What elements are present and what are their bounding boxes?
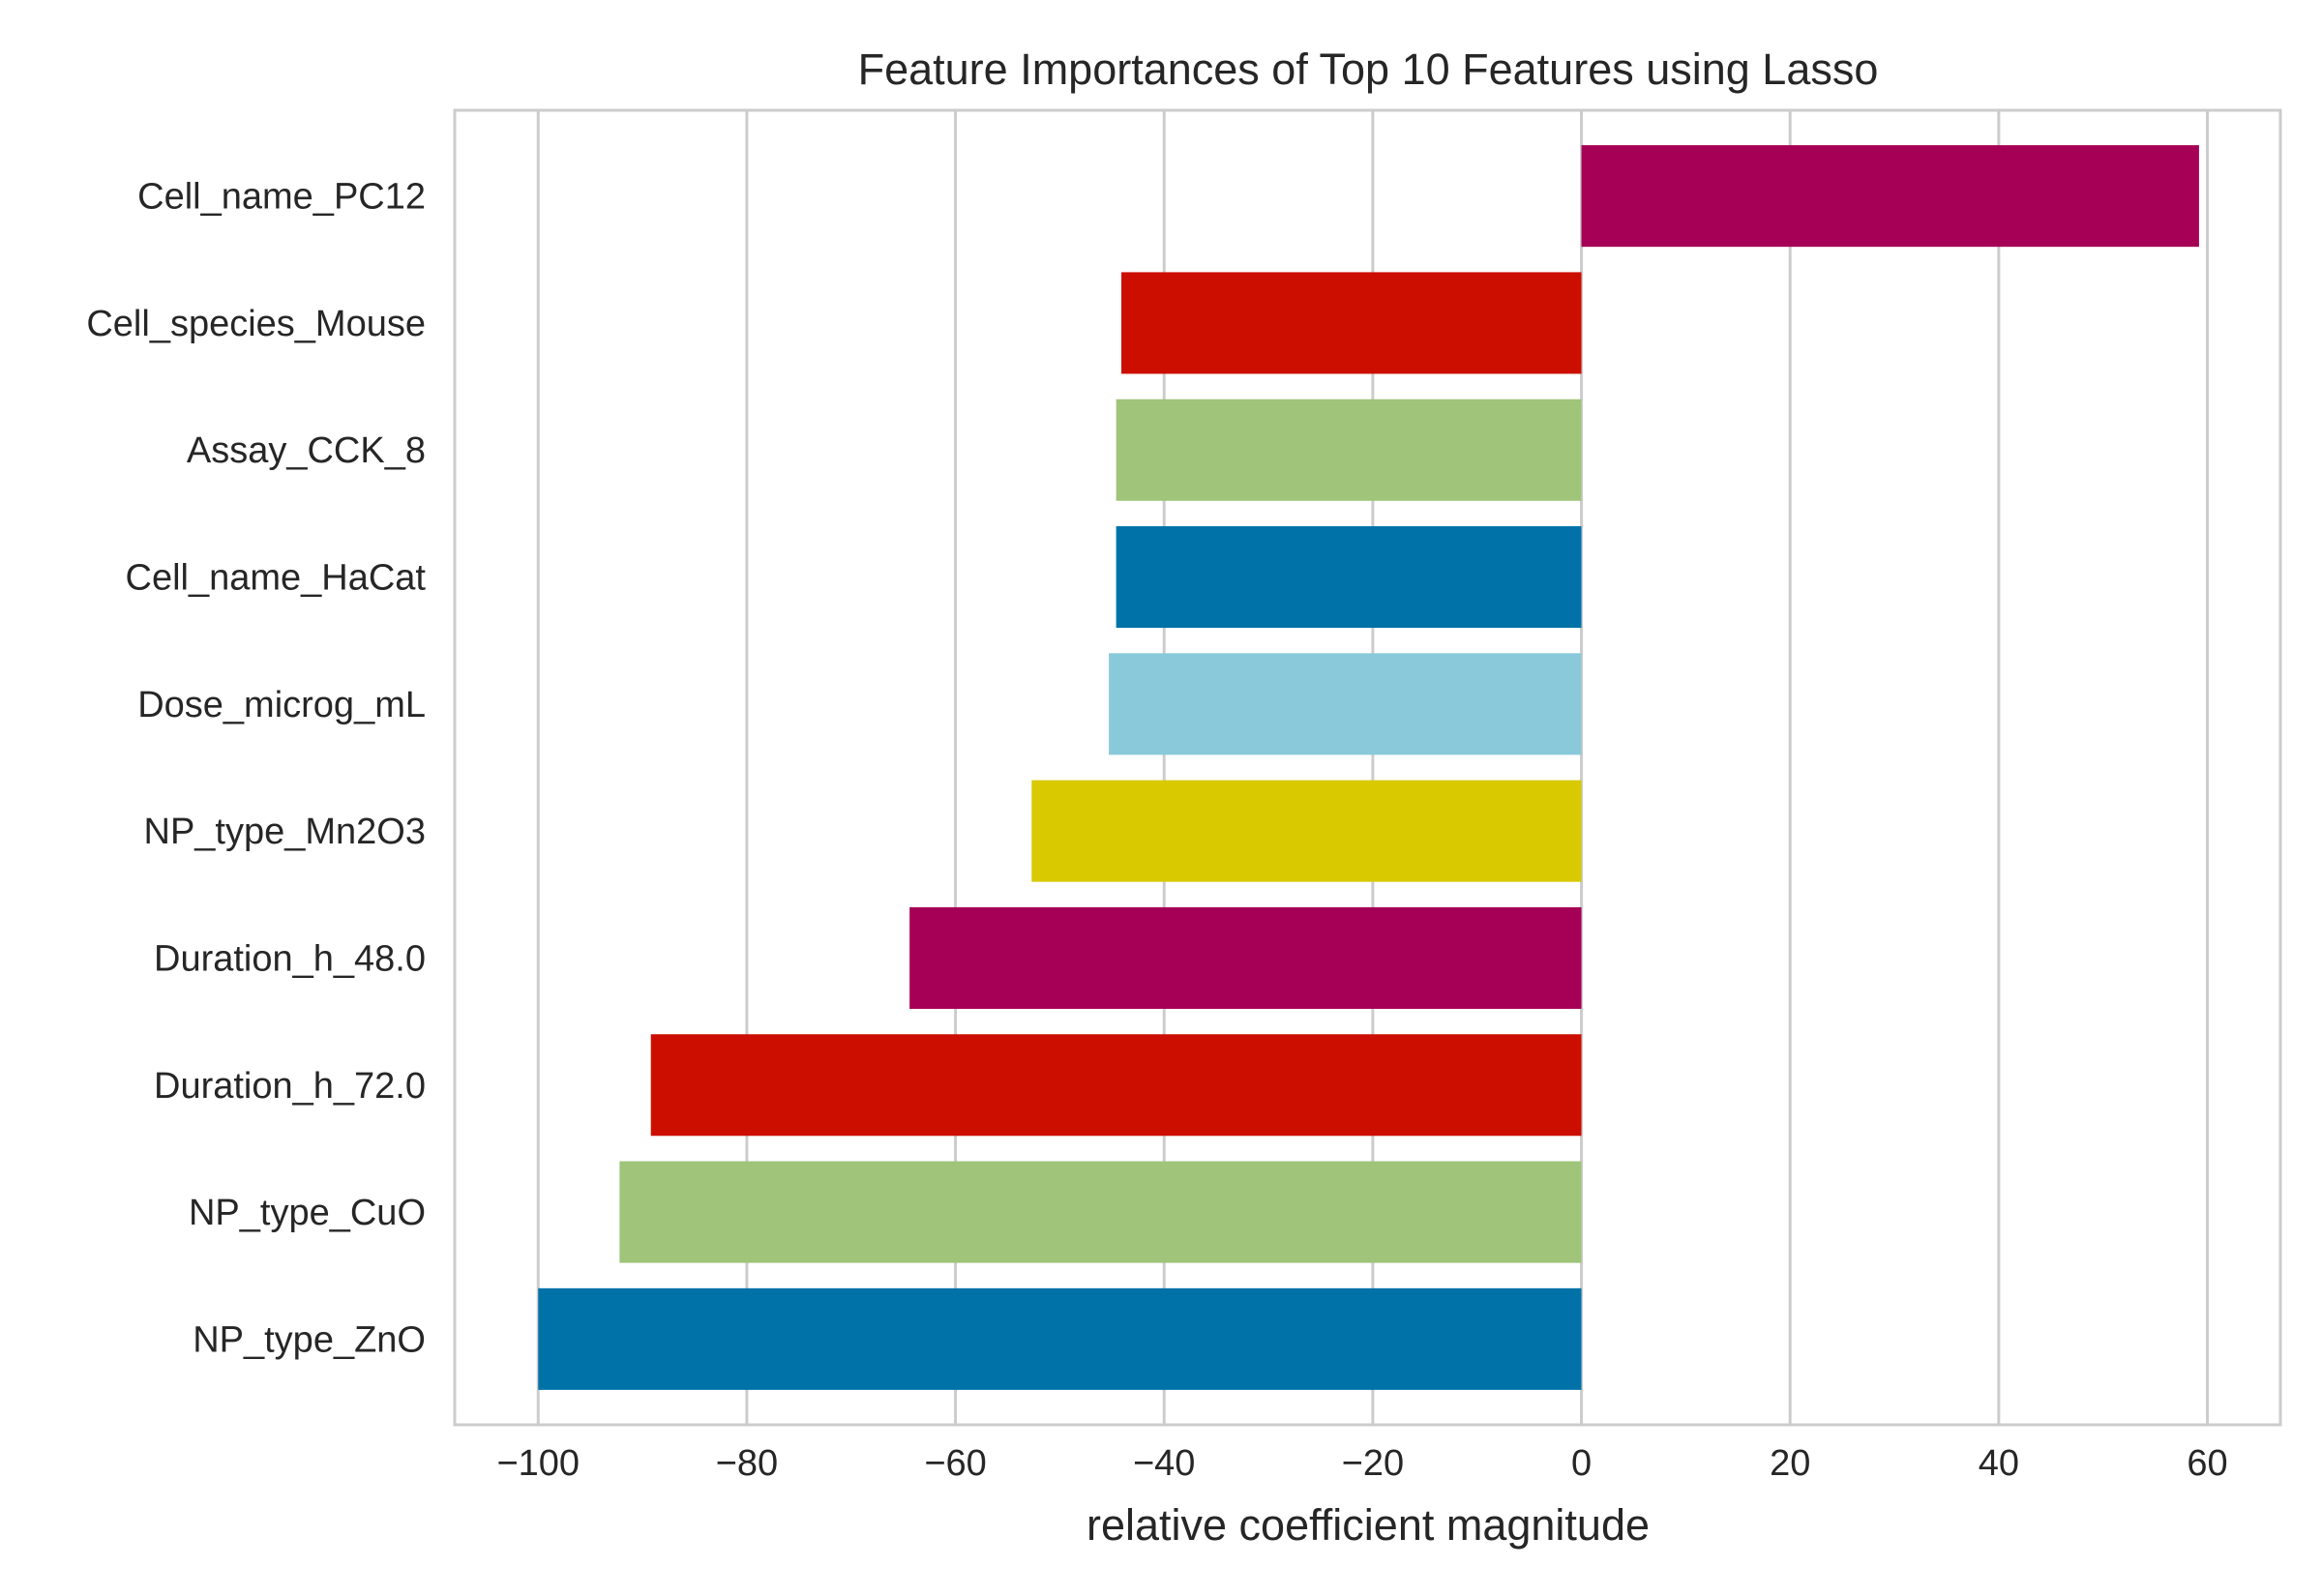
bars xyxy=(538,145,2199,1390)
y-category-label: Cell_name_PC12 xyxy=(137,177,426,218)
x-axis-label: relative coefficient magnitude xyxy=(1087,1500,1650,1550)
chart-title: Feature Importances of Top 10 Features u… xyxy=(858,44,1879,94)
bar xyxy=(538,1287,1582,1390)
y-category-label: Duration_h_48.0 xyxy=(154,938,426,979)
bar xyxy=(1581,145,2199,248)
x-tick-label: −80 xyxy=(716,1443,778,1484)
y-category-label: NP_type_ZnO xyxy=(193,1319,426,1360)
bar xyxy=(1116,399,1582,501)
y-category-label: Cell_name_HaCat xyxy=(126,558,427,599)
bar xyxy=(1121,272,1582,374)
bar xyxy=(1031,780,1582,882)
x-tick-label: 20 xyxy=(1770,1443,1810,1484)
x-tick-label: 0 xyxy=(1571,1443,1592,1484)
y-category-label: Assay_CCK_8 xyxy=(187,430,426,471)
y-category-label: NP_type_Mn2O3 xyxy=(144,812,427,852)
plot-frame xyxy=(453,108,2282,1427)
y-category-label: NP_type_CuO xyxy=(189,1193,426,1233)
x-tick-label: −100 xyxy=(496,1443,580,1484)
bar xyxy=(1109,653,1582,755)
bar xyxy=(619,1161,1582,1263)
x-tick-label: 60 xyxy=(2187,1443,2227,1484)
y-category-label: Dose_microg_mL xyxy=(137,685,426,725)
x-tick-label: 40 xyxy=(1979,1443,2019,1484)
x-axis-ticks: −100 −80 −60 −40 −20 0 20 40 60 xyxy=(496,1443,2227,1484)
bar xyxy=(1116,526,1582,629)
x-tick-label: −40 xyxy=(1133,1443,1195,1484)
y-category-label: Cell_species_Mouse xyxy=(86,304,426,344)
bar xyxy=(650,1034,1582,1137)
bar xyxy=(909,906,1582,1009)
x-tick-label: −60 xyxy=(924,1443,986,1484)
x-tick-label: −20 xyxy=(1342,1443,1404,1484)
y-category-label: Duration_h_72.0 xyxy=(154,1066,426,1107)
y-axis-categories: NP_type_ZnO NP_type_CuO Duration_h_72.0 Dur… xyxy=(86,177,426,1361)
